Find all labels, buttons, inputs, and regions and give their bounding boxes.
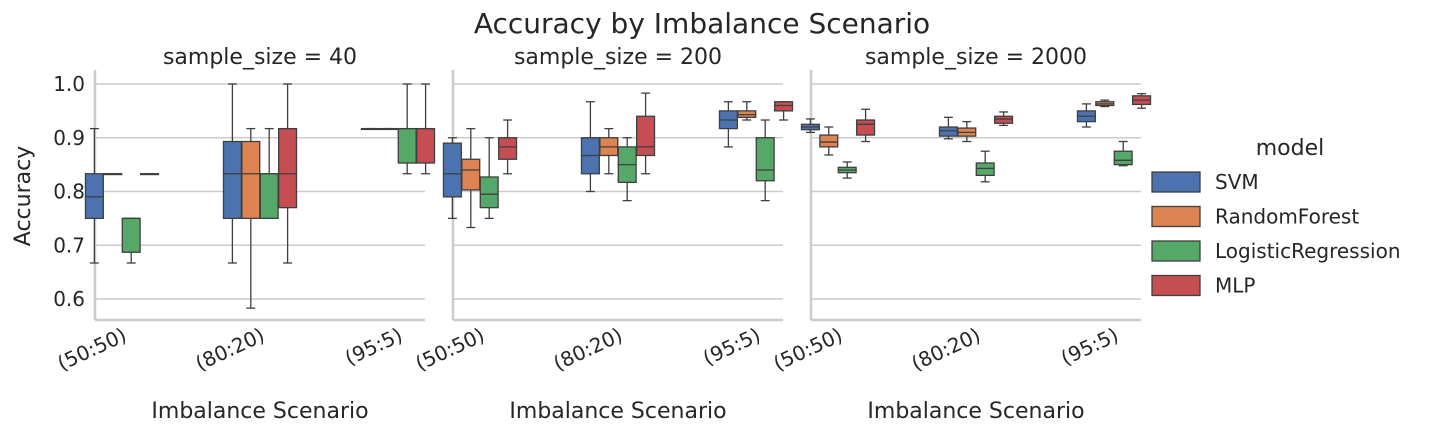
legend-label: LogisticRegression: [1215, 239, 1401, 263]
panel-0: 0.6 0.7 0.8 0.9 1.0 sample_size = 40 (50:50) (8…: [53, 45, 436, 424]
x-tick-label: (50:50): [54, 323, 131, 376]
box-body: [1113, 150, 1133, 166]
box-randomforest: [957, 120, 977, 143]
x-tick-label: (50:50): [412, 323, 489, 376]
box-body: [241, 140, 261, 220]
box-logisticregression: [1113, 140, 1133, 167]
x-axis-label: Imbalance Scenario: [151, 399, 368, 424]
box-svm: [800, 118, 820, 134]
box-svm: [718, 101, 738, 148]
legend-label: RandomForest: [1215, 205, 1359, 229]
legend-item-svm: SVM: [1151, 170, 1259, 194]
legend-title: model: [1256, 136, 1325, 161]
box-body: [498, 137, 518, 160]
box-svm: [580, 101, 600, 193]
box-mlp: [1132, 93, 1152, 109]
box-logisticregression: [121, 217, 141, 264]
box-mlp: [994, 111, 1014, 127]
box-logisticregression: [397, 83, 417, 175]
panel-2: sample_size = 2000 (50:50) (80:20) (95:5) Im…: [770, 45, 1152, 424]
box-body: [416, 127, 436, 164]
box-logisticregression: [617, 137, 637, 202]
panel-title: sample_size = 200: [514, 45, 722, 70]
box-body: [222, 140, 242, 220]
box-body: [442, 142, 462, 198]
legend-item-randomforest: RandomForest: [1151, 205, 1359, 229]
x-axis-label: Imbalance Scenario: [509, 399, 726, 424]
box-body: [774, 101, 794, 112]
legend: model SVM RandomForest LogisticRegression ML…: [1151, 136, 1401, 298]
panel-title: sample_size = 2000: [865, 45, 1087, 70]
box-mlp: [498, 119, 518, 175]
box-randomforest: [461, 127, 481, 229]
panel-1: sample_size = 200 (50:50) (80:20) (95:5) Imb…: [412, 45, 794, 424]
legend-label: SVM: [1215, 170, 1259, 194]
y-tick-label: 1.0: [53, 72, 85, 96]
y-tick-label: 0.7: [53, 233, 85, 257]
box-body: [259, 173, 279, 220]
chart-title: Accuracy by Imbalance Scenario: [474, 7, 930, 40]
box-body: [479, 176, 499, 209]
x-tick-label: (80:20): [192, 323, 269, 376]
box-randomforest: [599, 127, 619, 175]
y-axis-label: Accuracy: [11, 146, 36, 246]
box-randomforest: [103, 173, 123, 176]
x-tick-label: (50:50): [770, 323, 847, 376]
box-body: [755, 137, 775, 182]
x-tick-label: (95:5): [699, 323, 764, 370]
box-body: [84, 173, 104, 220]
box-svm: [938, 116, 958, 140]
box-randomforest: [819, 126, 839, 156]
box-body: [278, 127, 298, 209]
x-axis-label: Imbalance Scenario: [867, 399, 1084, 424]
y-tick-label: 0.6: [53, 287, 85, 311]
x-tick-label: (95:5): [341, 323, 406, 370]
box-mlp: [278, 83, 298, 264]
box-randomforest: [379, 127, 399, 131]
panel-title: sample_size = 40: [163, 45, 357, 70]
y-tick-label: 0.9: [53, 126, 85, 150]
box-mlp: [856, 108, 876, 143]
legend-swatch: [1151, 240, 1201, 262]
x-tick-label: (95:5): [1057, 323, 1122, 370]
box-body: [975, 162, 995, 177]
box-randomforest: [737, 101, 757, 121]
legend-item-mlp: MLP: [1151, 274, 1255, 298]
box-body: [397, 127, 417, 164]
legend-item-logisticregression: LogisticRegression: [1151, 239, 1401, 263]
box-body: [856, 119, 876, 136]
box-mlp: [416, 83, 436, 175]
panels: 0.6 0.7 0.8 0.9 1.0 sample_size = 40 (50:50) (8…: [53, 45, 1152, 424]
box-svm: [360, 127, 380, 131]
box-body: [121, 217, 141, 253]
legend-label: MLP: [1215, 274, 1255, 298]
box-svm: [1076, 103, 1096, 128]
box-svm: [442, 137, 462, 220]
y-tick-label: 0.8: [53, 180, 85, 204]
box-mlp: [636, 92, 656, 175]
box-body: [819, 134, 839, 148]
box-randomforest: [1095, 99, 1115, 108]
box-svm: [84, 127, 104, 264]
box-body: [636, 115, 656, 157]
x-tick-label: (80:20): [908, 323, 985, 376]
legend-swatch: [1151, 274, 1201, 297]
box-body: [461, 158, 481, 191]
box-logisticregression: [975, 150, 995, 183]
x-tick-label: (80:20): [550, 323, 627, 376]
box-logisticregression: [755, 119, 775, 202]
box-body: [938, 126, 958, 137]
box-logisticregression: [837, 161, 857, 179]
box-mlp: [774, 101, 794, 121]
box-mlp: [140, 173, 160, 176]
box-logisticregression: [259, 127, 279, 220]
box-randomforest: [241, 127, 261, 309]
legend-swatch: [1151, 171, 1201, 193]
box-body: [994, 115, 1014, 124]
box-logisticregression: [479, 137, 499, 220]
legend-swatch: [1151, 205, 1201, 228]
box-svm: [222, 83, 242, 264]
